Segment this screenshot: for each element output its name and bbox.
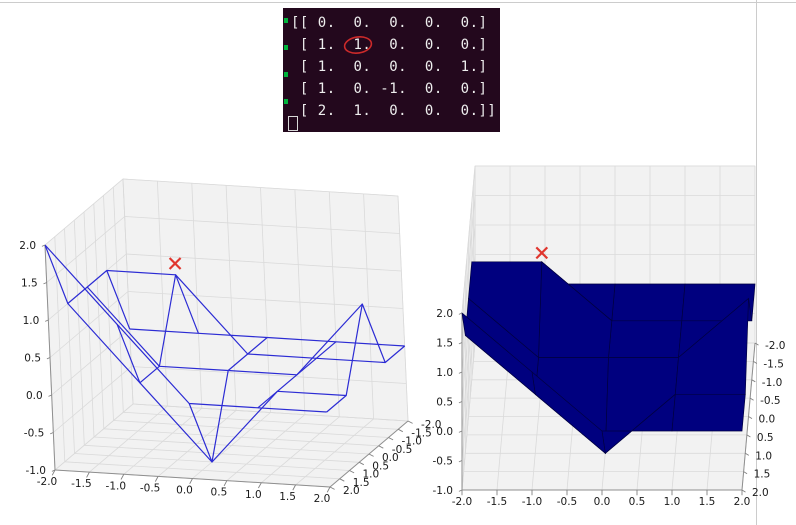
svg-text:1.0: 1.0 — [245, 489, 262, 501]
svg-text:1.0: 1.0 — [436, 367, 453, 379]
svg-text:2.0: 2.0 — [436, 308, 453, 320]
line-wrap-marker — [284, 45, 288, 50]
svg-text:2.0: 2.0 — [19, 240, 36, 252]
svg-text:-2.0: -2.0 — [421, 419, 442, 431]
terminal-cursor — [288, 116, 298, 131]
surface-plot-canvas[interactable]: -2.0 -1.5 -1.0 -0.5 0.0 0.5 1.0 1.5 2.0 -2.0 -1.5 -… — [430, 153, 796, 525]
marker-x — [168, 257, 182, 270]
terminal-line: [ 1. 1. 0. 0. 0.] — [291, 37, 488, 53]
terminal-line: [[ 0. 0. 0. 0. 0.] — [291, 15, 488, 31]
svg-text:0.5: 0.5 — [211, 487, 228, 499]
svg-text:0.5: 0.5 — [372, 460, 389, 472]
svg-text:-1.0: -1.0 — [402, 436, 423, 448]
axis-tick-labels: -2.0 -1.5 -1.0 -0.5 0.0 0.5 1.0 1.5 2.0 -2.0 -1.5 -… — [433, 308, 786, 508]
svg-text:2.0: 2.0 — [314, 493, 331, 505]
window-divider-right — [756, 0, 757, 525]
window-border-top — [0, 2, 796, 3]
matrix-output: [[ 0. 0. 0. 0. 0.] [ 1. 1. 0. 0. 0.] [ 1… — [291, 12, 496, 122]
terminal-line: [ 1. 0. -1. 0. 0.] — [291, 81, 488, 97]
svg-text:1.5: 1.5 — [279, 491, 296, 503]
svg-text:2.0: 2.0 — [343, 485, 360, 497]
line-wrap-marker — [284, 18, 288, 23]
surface-mesh — [461, 260, 756, 455]
svg-text:-1.5: -1.5 — [487, 496, 508, 508]
svg-text:2.0: 2.0 — [734, 496, 751, 508]
axis-tick-labels: -2.0 -1.5 -1.0 -0.5 0.0 0.5 1.0 1.5 2.0-2.0-1.5-… — [19, 240, 441, 505]
svg-text:0.0: 0.0 — [26, 390, 43, 402]
svg-text:0.0: 0.0 — [594, 496, 611, 508]
svg-text:0.0: 0.0 — [436, 426, 453, 438]
svg-text:0.0: 0.0 — [176, 485, 193, 497]
svg-text:0.5: 0.5 — [24, 353, 41, 365]
svg-text:-1.0: -1.0 — [106, 480, 127, 492]
svg-text:1.0: 1.0 — [363, 469, 380, 481]
svg-text:-0.5: -0.5 — [140, 482, 161, 494]
svg-text:1.0: 1.0 — [755, 450, 772, 462]
svg-text:-0.5: -0.5 — [433, 456, 454, 468]
svg-text:-2.0: -2.0 — [37, 476, 58, 488]
terminal-line: [ 1. 0. 0. 0. 1.] — [291, 59, 488, 75]
svg-text:1.0: 1.0 — [23, 315, 40, 327]
svg-text:-0.5: -0.5 — [392, 444, 413, 456]
svg-text:1.0: 1.0 — [664, 496, 681, 508]
svg-text:-2.0: -2.0 — [765, 340, 786, 352]
svg-text:0.5: 0.5 — [757, 432, 774, 444]
svg-text:-1.0: -1.0 — [522, 496, 543, 508]
svg-text:1.5: 1.5 — [699, 496, 716, 508]
svg-text:-1.5: -1.5 — [763, 358, 784, 370]
svg-text:-1.5: -1.5 — [71, 478, 92, 490]
svg-text:0.0: 0.0 — [759, 414, 776, 426]
svg-text:1.5: 1.5 — [353, 477, 370, 489]
axes-panes — [44, 178, 410, 488]
svg-text:-1.5: -1.5 — [411, 427, 432, 439]
svg-text:-0.5: -0.5 — [24, 428, 45, 440]
svg-text:0.0: 0.0 — [382, 452, 399, 464]
svg-text:1.5: 1.5 — [754, 469, 771, 481]
terminal-line: [ 2. 1. 0. 0. 0.]] — [291, 103, 497, 119]
svg-text:1.5: 1.5 — [21, 278, 38, 290]
terminal-window[interactable]: [[ 0. 0. 0. 0. 0.] [ 1. 1. 0. 0. 0.] [ 1… — [283, 8, 500, 132]
line-wrap-marker — [284, 72, 288, 77]
wireframe-mesh — [44, 244, 406, 463]
svg-text:-1.0: -1.0 — [762, 377, 783, 389]
svg-text:0.5: 0.5 — [629, 496, 646, 508]
svg-text:0.5: 0.5 — [436, 397, 453, 409]
svg-text:-0.5: -0.5 — [760, 395, 781, 407]
line-wrap-marker — [284, 99, 288, 104]
wireframe-plot-canvas[interactable]: -2.0 -1.5 -1.0 -0.5 0.0 0.5 1.0 1.5 2.0-2.0-1.5-… — [0, 160, 470, 522]
svg-text:2.0: 2.0 — [752, 487, 769, 499]
svg-text:-0.5: -0.5 — [557, 496, 578, 508]
svg-text:-1.0: -1.0 — [433, 485, 454, 497]
marker-x — [535, 246, 549, 260]
svg-text:-1.0: -1.0 — [26, 465, 47, 477]
svg-text:-2.0: -2.0 — [452, 496, 473, 508]
svg-text:1.5: 1.5 — [436, 338, 453, 350]
